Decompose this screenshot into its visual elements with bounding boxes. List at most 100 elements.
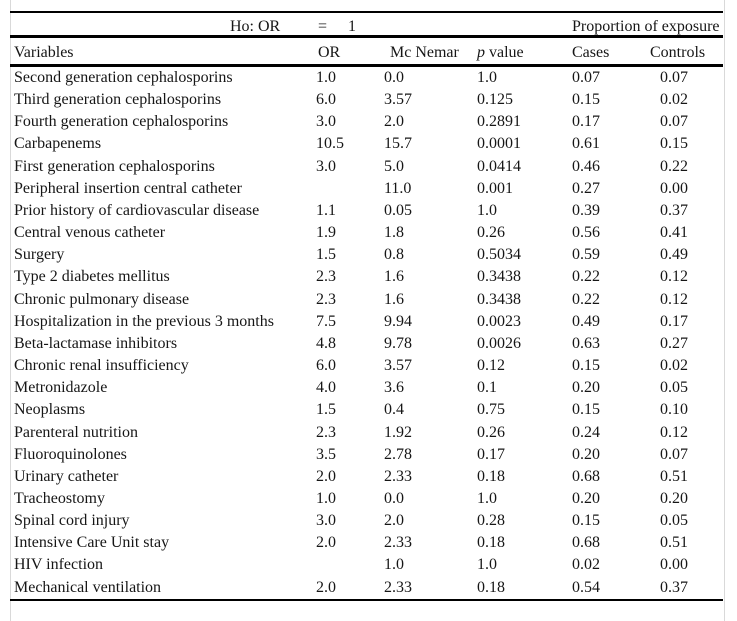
controls-cell: 0.41 — [660, 224, 688, 242]
variable-cell: Prior history of cardiovascular disease — [14, 201, 260, 219]
variable-cell: Parenteral nutrition — [14, 423, 138, 441]
mcnemar-cell: 0.0 — [384, 69, 404, 86]
cases-cell: 0.22 — [572, 290, 600, 308]
controls-cell: 0.12 — [660, 290, 688, 308]
p-value-cell: 0.5034 — [477, 246, 521, 264]
variable-cell: Neoplasms — [14, 401, 86, 419]
controls-cell: 0.10 — [660, 401, 688, 419]
p-value-cell: 0.2891 — [477, 113, 521, 131]
table-row: Tracheostomy 1.0 0.0 1.0 0.20 0.20 — [10, 488, 723, 510]
cases-cell: 0.39 — [572, 201, 600, 219]
p-value-cell: 0.0023 — [477, 312, 521, 330]
or-cell: 7.5 — [316, 312, 336, 330]
cases-cell: 0.02 — [572, 556, 600, 574]
cases-cell: 0.15 — [572, 512, 600, 530]
mcnemar-cell: 2.33 — [384, 578, 412, 596]
or-cell: 2.3 — [316, 423, 336, 441]
mcnemar-cell: 0.05 — [384, 201, 412, 219]
table-row: HIV infection 1.0 1.0 0.02 0.00 — [10, 554, 723, 576]
mcnemar-cell: 15.7 — [384, 135, 412, 153]
cases-cell: 0.68 — [572, 467, 600, 485]
mcnemar-cell: 1.6 — [384, 290, 404, 308]
variable-cell: Second generation cephalosporins — [14, 69, 233, 86]
table-row: Metronidazole 4.0 3.6 0.1 0.20 0.05 — [10, 377, 723, 399]
table-body: Second generation cephalosporins 1.0 0.0 1.… — [10, 67, 723, 601]
cases-cell: 0.59 — [572, 246, 600, 264]
variable-cell: Fluoroquinolones — [14, 445, 127, 463]
variable-cell: Third generation cephalosporins — [14, 91, 222, 109]
p-value-cell: 0.0026 — [477, 334, 521, 352]
or-cell: 2.0 — [316, 467, 336, 485]
mcnemar-cell: 2.0 — [384, 512, 404, 530]
mcnemar-cell: 9.94 — [384, 312, 412, 330]
or-cell: 3.0 — [316, 113, 336, 131]
table-row: Chronic pulmonary disease 2.3 1.6 0.3438 0.2… — [10, 289, 723, 311]
p-value-cell: 1.0 — [477, 556, 497, 574]
variable-cell: Intensive Care Unit stay — [14, 534, 170, 552]
table-row: Central venous catheter 1.9 1.8 0.26 0.56 0.4… — [10, 222, 723, 244]
variable-cell: Chronic pulmonary disease — [14, 290, 190, 308]
controls-cell: 0.12 — [660, 423, 688, 441]
p-value-cell: 0.3438 — [477, 290, 521, 308]
table-row: Intensive Care Unit stay 2.0 2.33 0.18 0.68 0… — [10, 532, 723, 554]
table-row: Carbapenems 10.5 15.7 0.0001 0.61 0.15 — [10, 133, 723, 155]
mcnemar-cell: 2.33 — [384, 467, 412, 485]
cases-cell: 0.49 — [572, 312, 600, 330]
mcnemar-cell: 2.0 — [384, 113, 404, 131]
table-row: Beta-lactamase inhibitors 4.8 9.78 0.0026 0.… — [10, 333, 723, 355]
controls-cell: 0.02 — [660, 91, 688, 109]
table-row: Parenteral nutrition 2.3 1.92 0.26 0.24 0.12 — [10, 422, 723, 444]
table-row: Third generation cephalosporins 6.0 3.57 0.… — [10, 89, 723, 111]
or-cell: 3.0 — [316, 512, 336, 530]
controls-cell: 0.05 — [660, 379, 688, 397]
mcnemar-cell: 3.6 — [384, 379, 404, 397]
null-hypothesis-label: Ho: OR — [230, 18, 281, 35]
controls-cell: 0.20 — [660, 489, 688, 507]
variable-cell: Carbapenems — [14, 135, 102, 153]
controls-cell: 0.07 — [660, 69, 688, 86]
controls-cell: 0.07 — [660, 113, 688, 131]
variable-cell: Mechanical ventilation — [14, 578, 162, 596]
right-page-edge-line — [724, 0, 725, 621]
table-row: Fluoroquinolones 3.5 2.78 0.17 0.20 0.07 — [10, 444, 723, 466]
controls-cell: 0.22 — [660, 157, 688, 175]
or-cell: 1.0 — [316, 489, 336, 507]
p-value-cell: 0.125 — [477, 91, 513, 109]
cases-cell: 0.15 — [572, 401, 600, 419]
variable-cell: Tracheostomy — [14, 489, 105, 507]
controls-cell: 0.17 — [660, 312, 688, 330]
controls-cell: 0.51 — [660, 534, 688, 552]
mcnemar-cell: 11.0 — [384, 179, 412, 197]
or-cell: 4.8 — [316, 334, 336, 352]
variable-cell: Metronidazole — [14, 379, 108, 397]
column-header-mcnemar: Mc Nemar — [390, 44, 459, 61]
or-cell: 2.3 — [316, 290, 336, 308]
controls-cell: 0.37 — [660, 201, 688, 219]
cases-cell: 0.20 — [572, 445, 600, 463]
p-symbol: p — [477, 44, 485, 61]
mcnemar-cell: 9.78 — [384, 334, 412, 352]
controls-cell: 0.00 — [660, 556, 688, 574]
p-value-cell: 0.1 — [477, 379, 497, 397]
mcnemar-cell: 2.33 — [384, 534, 412, 552]
variable-cell: Peripheral insertion central catheter — [14, 179, 242, 197]
variable-cell: Type 2 diabetes mellitus — [14, 268, 170, 286]
cases-cell: 0.20 — [572, 489, 600, 507]
mcnemar-cell: 1.92 — [384, 423, 412, 441]
controls-cell: 0.15 — [660, 135, 688, 153]
cases-cell: 0.24 — [572, 423, 600, 441]
cases-cell: 0.54 — [572, 578, 600, 596]
controls-cell: 0.37 — [660, 578, 688, 596]
or-cell: 4.0 — [316, 379, 336, 397]
or-cell: 6.0 — [316, 357, 336, 375]
table-row: Spinal cord injury 3.0 2.0 0.28 0.15 0.05 — [10, 510, 723, 532]
table-row: Urinary catheter 2.0 2.33 0.18 0.68 0.51 — [10, 466, 723, 488]
table-row: Chronic renal insufficiency 6.0 3.57 0.12 0.… — [10, 355, 723, 377]
controls-cell: 0.49 — [660, 246, 688, 264]
table-row: Prior history of cardiovascular disease 1… — [10, 200, 723, 222]
variable-cell: Central venous catheter — [14, 224, 166, 242]
cases-cell: 0.46 — [572, 157, 600, 175]
column-header-row: Variables OR Mc Nemar p value Cases Contr… — [10, 38, 723, 67]
p-value-cell: 0.17 — [477, 445, 505, 463]
controls-cell: 0.27 — [660, 334, 688, 352]
